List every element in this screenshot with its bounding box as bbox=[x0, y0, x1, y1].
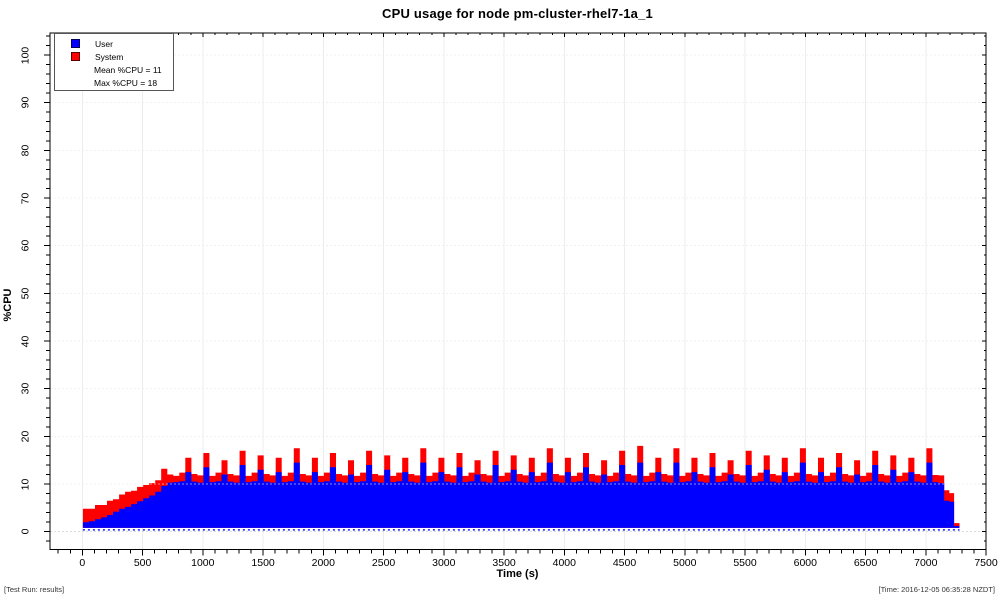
mean-cpu-text: Mean %CPU = 11 bbox=[94, 64, 162, 75]
y-tick-label: 100 bbox=[19, 46, 32, 64]
y-tick-label: 10 bbox=[19, 478, 32, 490]
x-tick-label: 6000 bbox=[793, 557, 817, 569]
x-tick-label: 500 bbox=[133, 557, 152, 569]
x-tick-label: 7500 bbox=[974, 557, 998, 569]
legend-box: User System Mean %CPU = 11 Max %CPU = 18 bbox=[54, 33, 174, 91]
legend-label-user: User bbox=[95, 38, 113, 49]
legend-row-system: System bbox=[55, 50, 173, 63]
y-axis-label: %CPU bbox=[2, 288, 14, 322]
x-tick-label: 0 bbox=[79, 557, 86, 569]
x-tick-label: 5500 bbox=[733, 557, 757, 569]
test-run-note: [Test Run: results] bbox=[4, 585, 65, 594]
system-series-swatch bbox=[71, 52, 80, 61]
y-tick-label: 80 bbox=[19, 144, 32, 157]
user-series-swatch bbox=[71, 39, 80, 48]
x-tick-label: 1000 bbox=[191, 557, 215, 569]
legend-row-max: Max %CPU = 18 bbox=[55, 76, 173, 89]
x-tick-label: 1500 bbox=[251, 557, 275, 569]
x-tick-label: 7000 bbox=[914, 557, 938, 569]
x-tick-label: 3000 bbox=[432, 557, 456, 569]
x-tick-label: 5000 bbox=[673, 557, 697, 569]
x-tick-label: 4500 bbox=[612, 557, 637, 569]
x-tick-label: 2500 bbox=[371, 557, 396, 569]
max-cpu-text: Max %CPU = 18 bbox=[94, 77, 158, 88]
x-axis-label: Time (s) bbox=[496, 568, 539, 580]
timestamp-note: [Time: 2016-12-05 06:35:28 NZDT] bbox=[878, 585, 995, 594]
y-tick-label: 30 bbox=[19, 382, 32, 395]
legend-label-system: System bbox=[95, 51, 124, 62]
y-tick-label: 70 bbox=[19, 192, 32, 204]
y-tick-label: 50 bbox=[19, 287, 32, 300]
x-tick-label: 2000 bbox=[311, 557, 335, 569]
legend-row-mean: Mean %CPU = 11 bbox=[55, 63, 173, 76]
x-tick-label: 4000 bbox=[552, 557, 576, 569]
y-tick-label: 40 bbox=[19, 335, 32, 347]
y-tick-label: 0 bbox=[19, 528, 32, 535]
x-tick-label: 3500 bbox=[492, 557, 516, 569]
y-tick-label: 20 bbox=[19, 430, 32, 443]
x-tick-label: 6500 bbox=[853, 557, 878, 569]
y-tick-label: 60 bbox=[19, 239, 32, 252]
y-tick-label: 90 bbox=[19, 96, 32, 109]
legend-row-user: User bbox=[55, 37, 173, 50]
chart-title: CPU usage for node pm-cluster-rhel7-1a_1 bbox=[382, 6, 653, 21]
